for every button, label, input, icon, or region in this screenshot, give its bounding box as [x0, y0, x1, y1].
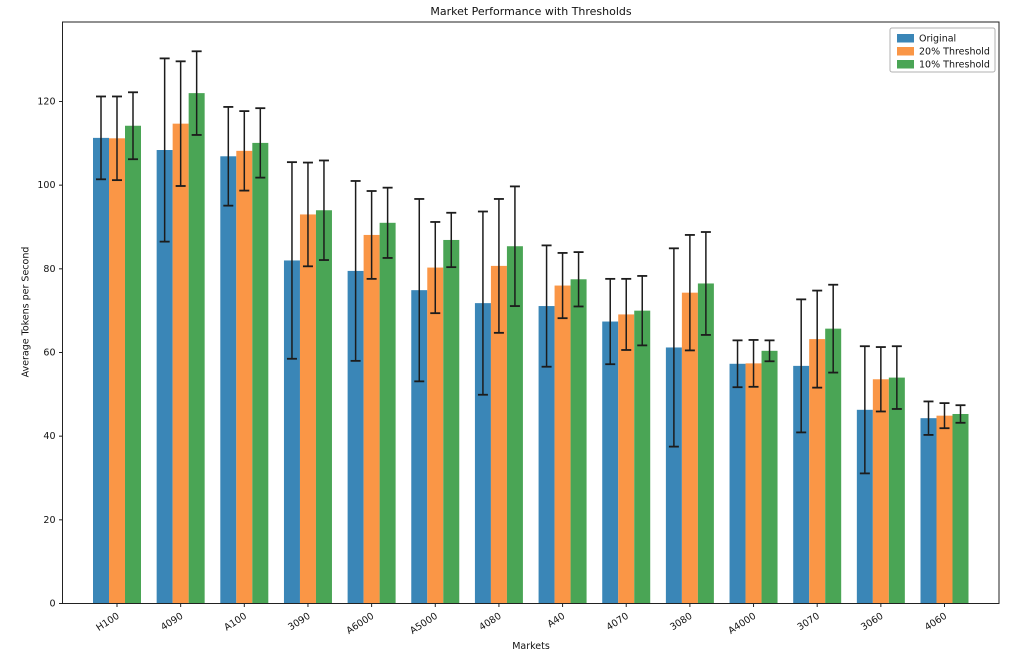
axes-box	[62, 21, 1000, 604]
legend-swatch-2	[897, 47, 914, 56]
bar-Original-4070	[602, 321, 619, 604]
legend-swatch-3	[897, 60, 914, 69]
bar-20-Threshold-4080	[490, 265, 507, 604]
bar-10-Threshold-4090	[188, 93, 205, 604]
legend-swatch-1	[897, 34, 914, 43]
x-tick-label: 3070	[796, 611, 822, 633]
bar-10-Threshold-3060	[888, 377, 905, 604]
x-tick-label: 3060	[859, 611, 885, 633]
bar-20-Threshold-A100	[236, 150, 253, 604]
bar-Original-3090	[283, 260, 300, 604]
legend-box	[889, 27, 996, 73]
x-tick-label: A6000	[345, 611, 377, 637]
bar-20-Threshold-3070	[809, 339, 826, 604]
bar-Original-4080	[474, 303, 491, 604]
legend-label-2: 20% Threshold	[919, 47, 990, 58]
bar-Original-A5000	[411, 290, 428, 604]
bar-Original-A100	[220, 156, 237, 604]
x-tick-label: 4080	[477, 611, 503, 633]
bar-Original-A40	[538, 306, 555, 604]
bar-10-Threshold-4080	[506, 246, 523, 604]
bar-20-Threshold-A6000	[363, 234, 380, 604]
bar-20-Threshold-4060	[936, 415, 953, 604]
x-tick-label: A5000	[408, 611, 440, 637]
bar-Original-3080	[665, 347, 682, 604]
x-tick-label: H100	[94, 611, 121, 634]
bar-20-Threshold-A4000	[745, 363, 762, 604]
bar-Original-A4000	[729, 363, 746, 604]
bar-20-Threshold-A40	[554, 285, 571, 604]
bar-10-Threshold-3090	[315, 210, 332, 604]
bar-20-Threshold-3060	[872, 379, 889, 604]
bar-10-Threshold-H100	[125, 125, 141, 604]
bar-10-Threshold-3070	[825, 328, 842, 604]
bar-20-Threshold-4070	[618, 314, 635, 604]
y-tick-label: 0	[49, 599, 55, 610]
bar-20-Threshold-3090	[299, 214, 316, 604]
bar-Original-3070	[793, 365, 810, 604]
legend-label-3: 10% Threshold	[919, 60, 990, 71]
bar-20-Threshold-3080	[681, 292, 698, 604]
bar-20-Threshold-H100	[109, 138, 125, 604]
bar-10-Threshold-A100	[252, 142, 269, 604]
chart-title: Market Performance with Thresholds	[430, 5, 632, 18]
x-tick-label: A4000	[726, 611, 758, 637]
x-tick-label: 4090	[159, 611, 185, 633]
bar-10-Threshold-4060	[952, 413, 969, 604]
bar-10-Threshold-4070	[634, 310, 651, 604]
bar-Original-4090	[156, 150, 173, 604]
y-tick-label: 80	[43, 264, 55, 275]
y-tick-label: 100	[37, 180, 55, 191]
y-tick-label: 60	[43, 347, 55, 358]
bar-10-Threshold-A5000	[443, 239, 460, 604]
bar-10-Threshold-A6000	[379, 222, 396, 604]
bar-10-Threshold-A40	[570, 279, 587, 604]
bar-Original-4060	[920, 418, 937, 604]
x-tick-label: 4070	[605, 611, 631, 633]
x-tick-label: 3080	[668, 611, 694, 633]
x-tick-label: 3090	[286, 611, 312, 633]
bar-20-Threshold-A5000	[427, 267, 444, 604]
bar-10-Threshold-A4000	[761, 350, 778, 604]
x-axis-label: Markets	[512, 641, 550, 652]
bar-Original-3060	[856, 409, 873, 604]
x-tick-label: 4060	[923, 611, 949, 633]
y-tick-label: 20	[43, 515, 55, 526]
x-tick-label: A100	[222, 611, 249, 634]
bar-20-Threshold-4090	[172, 123, 189, 604]
legend-label-1: Original	[919, 34, 956, 45]
bar-Original-H100	[93, 137, 109, 604]
bar-Original-A6000	[347, 270, 364, 604]
y-tick-label: 40	[43, 431, 55, 442]
y-tick-label: 120	[37, 96, 55, 107]
x-tick-label: A40	[546, 611, 568, 630]
bar-10-Threshold-3080	[697, 283, 714, 604]
